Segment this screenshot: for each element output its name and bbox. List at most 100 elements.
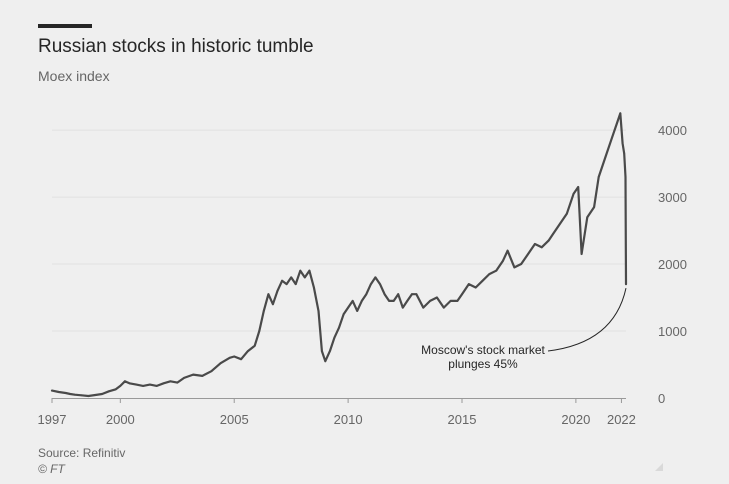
data-point	[502, 259, 504, 262]
data-point	[94, 394, 97, 396]
data-point	[467, 283, 470, 285]
data-point	[108, 390, 110, 393]
data-point	[547, 239, 550, 242]
y-tick-label: 3000	[658, 190, 687, 205]
data-point	[308, 269, 311, 272]
data-point	[128, 382, 131, 385]
data-point	[57, 391, 60, 393]
data-point	[572, 192, 575, 195]
data-point	[488, 273, 491, 275]
x-tick-label: 2005	[220, 412, 249, 427]
data-point	[142, 385, 145, 387]
data-point	[370, 283, 372, 285]
series-line	[50, 112, 628, 398]
data-point	[169, 380, 172, 383]
data-point	[374, 276, 377, 279]
data-point	[495, 269, 498, 272]
data-point	[456, 300, 459, 302]
data-point	[219, 362, 222, 365]
data-point	[267, 293, 270, 296]
data-point	[415, 293, 418, 296]
data-point	[313, 286, 315, 289]
data-point	[64, 392, 67, 394]
data-point	[481, 279, 484, 282]
data-point	[586, 216, 589, 219]
data-point	[247, 350, 249, 352]
data-point	[397, 293, 400, 296]
data-point	[356, 310, 359, 312]
resize-handle-icon	[655, 463, 663, 471]
data-point	[619, 112, 622, 115]
data-point	[593, 206, 595, 209]
data-point	[262, 310, 265, 312]
data-point	[604, 156, 607, 158]
y-tick-label: 1000	[658, 324, 687, 339]
data-point	[124, 380, 126, 383]
data-point	[347, 306, 349, 309]
data-point	[461, 293, 463, 296]
data-point	[520, 263, 523, 265]
data-point	[342, 313, 345, 316]
data-point	[383, 293, 386, 296]
data-point	[565, 212, 568, 215]
data-point	[577, 186, 580, 188]
data-point	[228, 356, 231, 359]
data-point	[253, 344, 256, 347]
data-point	[623, 152, 626, 155]
data-point	[338, 326, 340, 329]
y-tick-label: 4000	[658, 123, 687, 138]
data-point	[360, 300, 363, 302]
data-point	[401, 306, 404, 309]
data-point	[392, 300, 395, 302]
data-point	[155, 385, 158, 387]
x-tick-label: 2020	[561, 412, 590, 427]
data-point	[365, 293, 368, 296]
data-point	[442, 306, 445, 309]
data-point	[621, 142, 624, 145]
data-point	[333, 336, 336, 339]
annotation-text: plunges 45%	[448, 357, 518, 371]
data-point	[436, 296, 438, 299]
data-point	[285, 283, 288, 285]
data-point	[294, 283, 297, 285]
top-rule	[38, 24, 92, 28]
data-point	[580, 253, 583, 255]
data-point	[201, 375, 204, 377]
ft-credit: © FT	[38, 462, 65, 476]
data-point	[276, 289, 279, 292]
data-point	[406, 300, 409, 302]
data-point	[258, 330, 261, 332]
x-tick-label: 2015	[448, 412, 477, 427]
data-point	[422, 306, 425, 309]
x-tick-label: 2022	[607, 412, 636, 427]
data-point	[611, 135, 614, 138]
data-point	[73, 393, 76, 396]
data-point	[162, 382, 165, 385]
y-tick-label: 2000	[658, 257, 687, 272]
x-tick-label: 1997	[38, 412, 67, 427]
data-point	[281, 279, 283, 282]
chart-subtitle: Moex index	[38, 68, 110, 84]
annotation-leader-line	[547, 288, 627, 352]
data-point	[506, 249, 509, 252]
data-point	[388, 300, 390, 302]
data-point	[411, 293, 413, 296]
data-point	[329, 350, 331, 352]
chart-title: Russian stocks in historic tumble	[38, 36, 314, 57]
data-point	[552, 233, 554, 235]
data-point	[317, 310, 320, 312]
data-point	[101, 393, 103, 395]
data-point	[559, 223, 561, 225]
data-point	[119, 385, 122, 387]
data-point	[233, 355, 236, 358]
data-point	[80, 394, 83, 397]
data-point	[87, 395, 90, 397]
data-point	[272, 303, 274, 306]
data-point	[625, 283, 627, 285]
annotation-text: Moscow's stock market	[421, 343, 545, 357]
data-point	[597, 176, 600, 178]
data-point	[321, 350, 323, 352]
data-point	[183, 377, 186, 379]
source-note: Source: Refinitiv	[38, 446, 126, 460]
